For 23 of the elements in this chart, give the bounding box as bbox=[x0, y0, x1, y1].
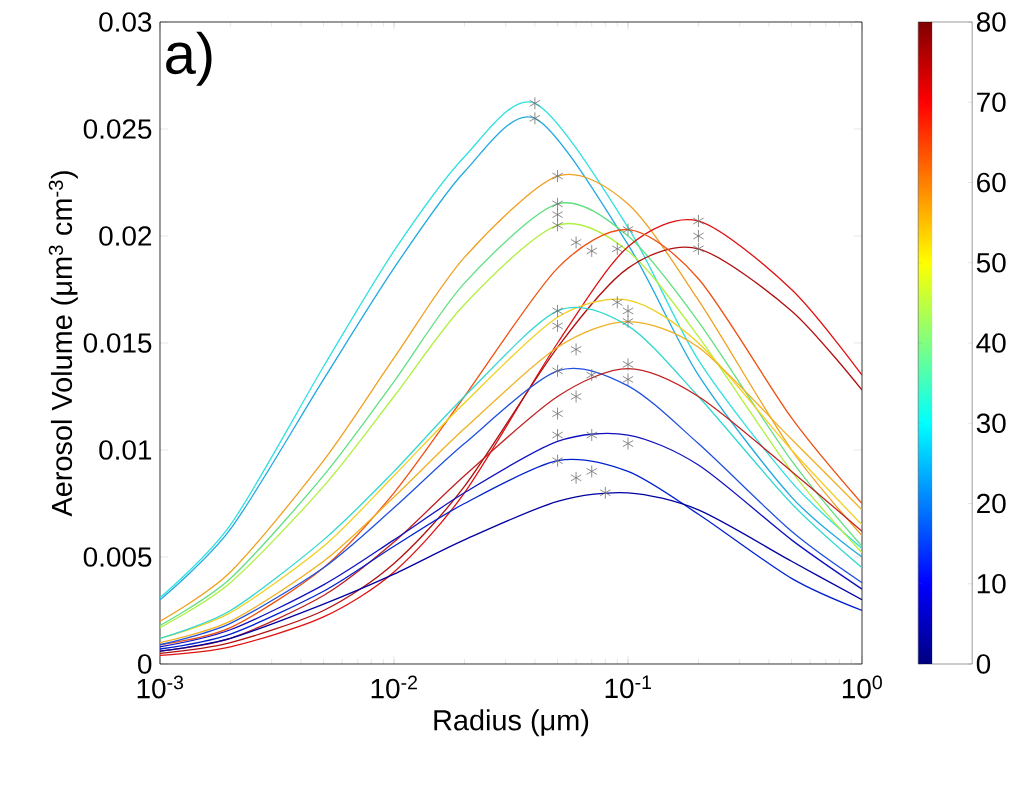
y-tick-label: 0.015 bbox=[83, 333, 152, 353]
y-tick-label: 0.005 bbox=[83, 547, 152, 567]
x-tick-label: 10$^{-3}$ bbox=[137, 675, 184, 699]
color-bar-label: 20 bbox=[977, 493, 1006, 514]
annotation: a) bbox=[166, 31, 212, 86]
y-axis-title: Aerosol Volume (μm$^{3}$ cm$^{-3}$) bbox=[48, 171, 78, 517]
color-bar-label: 0 bbox=[976, 654, 991, 674]
color-bar-label: 50 bbox=[976, 252, 1006, 273]
y-tick-label: 0.02 bbox=[99, 226, 152, 246]
color-bar-label: 40 bbox=[976, 333, 1006, 353]
x-axis-title: Radius (μm) bbox=[434, 709, 589, 737]
x-tick-label: 10$^{-2}$ bbox=[371, 675, 417, 699]
x-tick-label: 10$^{-1}$ bbox=[605, 675, 651, 699]
color-bar-label: 10 bbox=[977, 573, 1006, 594]
color-bar-label: 70 bbox=[977, 92, 1006, 113]
color-bar-label: 30 bbox=[976, 413, 1006, 434]
color-bar-label: 80 bbox=[976, 12, 1006, 32]
y-tick-label: 0.025 bbox=[83, 119, 152, 139]
x-tick-label: 10$^{0}$ bbox=[842, 675, 882, 699]
y-tick-label: 0 bbox=[138, 654, 152, 674]
color-bar-label: 60 bbox=[977, 172, 1006, 193]
y-tick-label: 0.03 bbox=[99, 12, 152, 32]
y-tick-label: 0.01 bbox=[99, 440, 152, 460]
